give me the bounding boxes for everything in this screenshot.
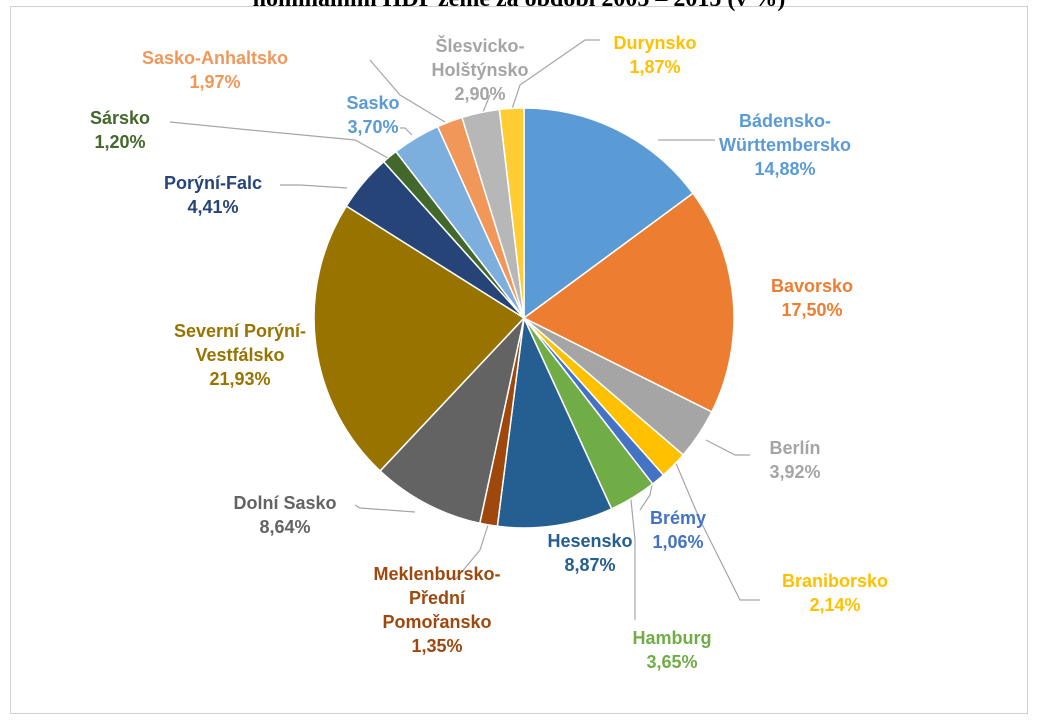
data-label: Severní Porýní-Vestfálsko 21,93%	[153, 319, 328, 391]
value-label: 8,64%	[259, 517, 311, 537]
value-label: 17,50%	[781, 300, 843, 320]
data-label: Sasko-Anhaltsko 1,97%	[125, 46, 305, 94]
category-label: Bavorsko	[770, 276, 854, 296]
pie-slice	[379, 315, 526, 525]
value-label: 4,41%	[187, 197, 239, 217]
value-label: 1,87%	[629, 57, 681, 77]
data-label: Hamburg 3,65%	[612, 626, 732, 674]
data-label: Dolní Sasko 8,64%	[205, 491, 365, 539]
category-label: Hesensko	[547, 531, 633, 551]
value-label: 3,70%	[347, 117, 399, 137]
data-label: Sasko 3,70%	[323, 91, 423, 139]
value-label: 1,35%	[411, 636, 463, 656]
category-label: Berlín	[769, 438, 821, 458]
slices	[313, 107, 735, 529]
category-label: Sasko-Anhaltsko	[141, 48, 289, 68]
value-label: 21,93%	[209, 369, 271, 389]
pie-slice	[498, 107, 525, 319]
value-label: 3,65%	[646, 652, 698, 672]
value-label: 8,87%	[564, 555, 616, 575]
value-label: 3,92%	[769, 462, 821, 482]
value-label: 1,97%	[189, 72, 241, 92]
value-label: 1,06%	[652, 532, 704, 552]
chart-frame	[10, 6, 1028, 714]
data-label: Meklenbursko-Přední Pomořansko 1,35%	[365, 562, 510, 658]
category-label: Braniborsko	[781, 571, 889, 591]
pie-slice	[522, 192, 735, 413]
category-label: Hamburg	[632, 628, 712, 648]
category-label: Brémy	[649, 508, 707, 528]
category-label: Durynsko	[613, 33, 697, 53]
pie-slice	[313, 205, 526, 472]
data-label: Hesensko 8,87%	[530, 529, 650, 577]
pie-slice	[523, 107, 695, 320]
data-label: Šlesvicko-Holštýnsko 2,90%	[418, 34, 543, 106]
value-label: 2,14%	[809, 595, 861, 615]
data-label: Brémy 1,06%	[618, 506, 738, 554]
category-label: Porýní-Falc	[163, 173, 263, 193]
category-label: Meklenbursko-Přední Pomořansko	[373, 564, 501, 632]
data-label: Sársko 1,20%	[60, 106, 180, 154]
data-label: Braniborsko 2,14%	[760, 569, 910, 617]
category-label: Severní Porýní-Vestfálsko	[173, 321, 307, 365]
value-label: 1,20%	[94, 132, 146, 152]
data-label: Berlín 3,92%	[735, 436, 855, 484]
value-label: 2,90%	[454, 84, 506, 104]
leader-lines	[169, 39, 760, 620]
data-label: Durynsko 1,87%	[595, 31, 715, 79]
category-label: Sársko	[89, 108, 151, 128]
value-label: 14,88%	[754, 159, 816, 179]
data-label: Bavorsko 17,50%	[742, 274, 882, 322]
category-label: Sasko	[346, 93, 400, 113]
category-label: Bádensko-Württembersko	[718, 111, 852, 155]
data-label: Bádensko-Württembersko 14,88%	[700, 109, 870, 181]
data-label: Porýní-Falc 4,41%	[133, 171, 293, 219]
chart-title: nominálním HDP země za období 2005 – 201…	[0, 0, 1038, 13]
category-label: Dolní Sasko	[233, 493, 337, 513]
pie-slice	[496, 315, 613, 529]
category-label: Šlesvicko-Holštýnsko	[431, 36, 529, 80]
